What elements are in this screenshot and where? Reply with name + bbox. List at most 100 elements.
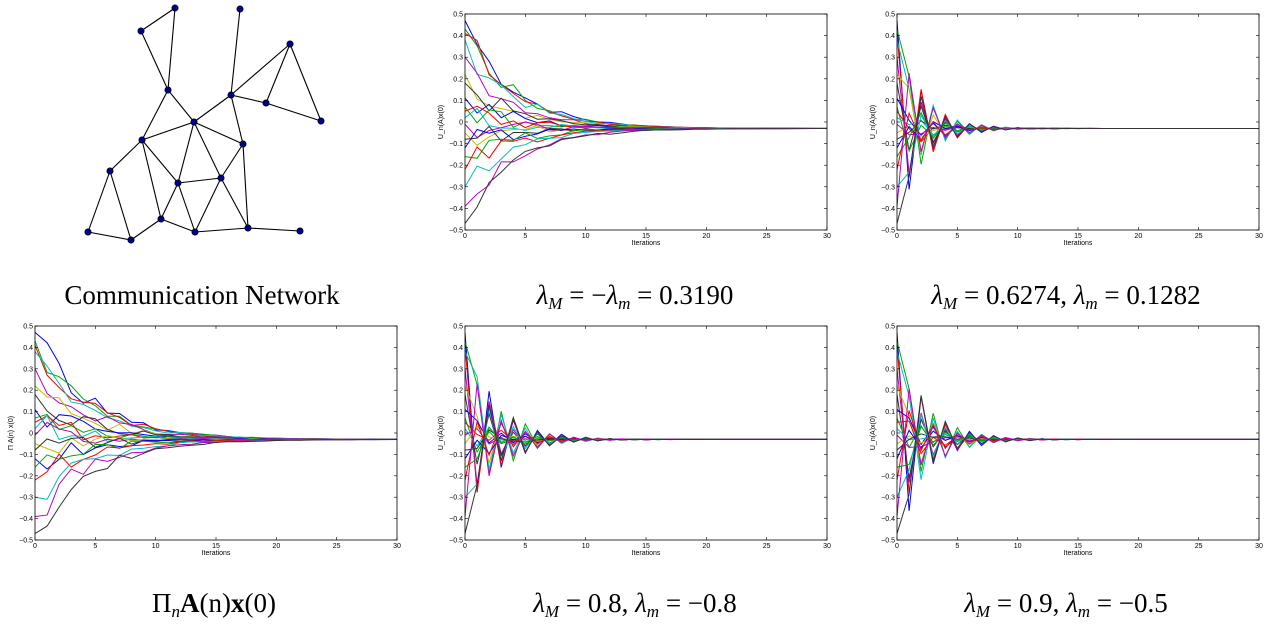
series-line — [35, 332, 397, 440]
network-edge — [140, 30, 169, 91]
x-axis-label: Iterations — [632, 240, 661, 247]
y-tick-label: −0.5 — [19, 538, 33, 545]
x-tick-label: 15 — [1074, 233, 1082, 240]
chart-p5: 0 5 10 15 20 25 30 −0.5 −0.4 −0.3 −0.2 −0.1 0 0.1 0.2 0… — [870, 324, 1263, 558]
y-tick-label: −0.4 — [881, 516, 895, 523]
series-line — [897, 39, 1259, 156]
network-edge — [177, 121, 195, 184]
series-line — [35, 439, 397, 468]
network-node — [244, 224, 252, 232]
y-tick-label: 0.4 — [453, 33, 463, 40]
x-tick-label: 25 — [1195, 233, 1203, 240]
plot-frame — [464, 13, 828, 231]
network-node — [137, 27, 145, 35]
network-edge — [140, 7, 176, 32]
network-node — [84, 228, 92, 236]
network-node — [286, 40, 294, 48]
y-tick-label: 0.1 — [453, 98, 463, 105]
x-tick-label: 5 — [523, 233, 527, 240]
y-tick-label: −0.2 — [19, 473, 33, 480]
series-line — [465, 419, 827, 481]
series-line — [465, 332, 827, 493]
network-edge — [193, 94, 232, 123]
network-node — [227, 91, 235, 99]
network-edge — [160, 218, 196, 233]
series-line — [897, 388, 1259, 517]
y-tick-label: 0.3 — [885, 366, 895, 373]
series-line — [465, 128, 827, 170]
caption-network: Communication Network — [64, 280, 340, 310]
x-tick-label: 5 — [955, 233, 959, 240]
y-tick-label: −0.1 — [881, 141, 895, 148]
network-node — [171, 4, 179, 12]
x-tick-label: 10 — [152, 543, 160, 550]
y-tick-label: 0.1 — [885, 98, 895, 105]
network-edge — [193, 121, 222, 179]
series-line — [897, 340, 1259, 472]
y-tick-label: 0.1 — [453, 409, 463, 416]
y-tick-label: 0.4 — [23, 345, 33, 352]
series-line — [465, 82, 827, 129]
y-tick-label: −0.2 — [881, 163, 895, 170]
network-node — [296, 227, 304, 235]
network-edge — [242, 143, 249, 229]
network-edge — [193, 121, 244, 145]
y-tick-label: 0.4 — [885, 33, 895, 40]
network-edge — [167, 89, 195, 123]
series-line — [35, 438, 397, 500]
x-tick-label: 30 — [823, 233, 831, 240]
communication-network-graph — [84, 4, 325, 244]
y-tick-label: 0 — [891, 431, 895, 438]
x-tick-label: 15 — [212, 543, 220, 550]
series-line — [897, 57, 1259, 174]
y-tick-label: −0.3 — [881, 184, 895, 191]
chart-p1: 0 5 10 15 20 25 30 −0.5 −0.4 −0.3 −0.2 −0.1 0 0.1 0.2 0… — [438, 12, 831, 248]
network-edge — [141, 121, 195, 141]
x-tick-label: 5 — [523, 543, 527, 550]
series-line — [897, 332, 1259, 511]
y-tick-label: 0.2 — [885, 388, 895, 395]
network-node — [106, 167, 114, 175]
x-tick-label: 5 — [955, 543, 959, 550]
series-line — [465, 394, 827, 465]
network-node — [191, 228, 199, 236]
network-edge — [220, 177, 249, 229]
series-line — [897, 111, 1259, 170]
y-tick-label: −0.5 — [881, 228, 895, 235]
y-tick-label: 0.5 — [453, 324, 463, 331]
y-tick-label: −0.4 — [449, 206, 463, 213]
y-tick-label: 0 — [459, 431, 463, 438]
y-axis-label: Π A(n) x(0) — [8, 416, 15, 450]
y-tick-label: 0.4 — [885, 345, 895, 352]
x-tick-label: 20 — [272, 543, 280, 550]
network-edge — [230, 94, 244, 145]
x-tick-label: 10 — [582, 233, 590, 240]
x-tick-label: 20 — [702, 233, 710, 240]
x-tick-label: 0 — [33, 543, 37, 550]
series-line — [897, 414, 1259, 498]
series-line — [897, 368, 1259, 483]
y-tick-label: −0.3 — [881, 495, 895, 502]
y-tick-label: −0.1 — [881, 452, 895, 459]
network-edge — [141, 139, 162, 220]
series-line — [897, 74, 1259, 154]
y-tick-label: 0 — [459, 120, 463, 127]
series-line — [465, 368, 827, 485]
x-tick-label: 5 — [93, 543, 97, 550]
series-line — [897, 425, 1259, 468]
series-line — [897, 345, 1259, 493]
network-edge — [194, 177, 222, 233]
network-edge — [230, 94, 267, 104]
y-axis-label: U_n(A)x(0) — [438, 416, 445, 450]
y-tick-label: 0.5 — [453, 12, 463, 19]
caption-plot-4: λM = 0.8, λm = −0.8 — [533, 588, 737, 621]
y-tick-label: 0.3 — [453, 366, 463, 373]
series-line — [35, 385, 397, 440]
y-tick-label: −0.3 — [449, 495, 463, 502]
series-line — [35, 438, 397, 470]
x-axis-label: Iterations — [632, 550, 661, 557]
x-tick-label: 30 — [1255, 233, 1263, 240]
series-line — [897, 96, 1259, 224]
series-line — [897, 73, 1259, 207]
